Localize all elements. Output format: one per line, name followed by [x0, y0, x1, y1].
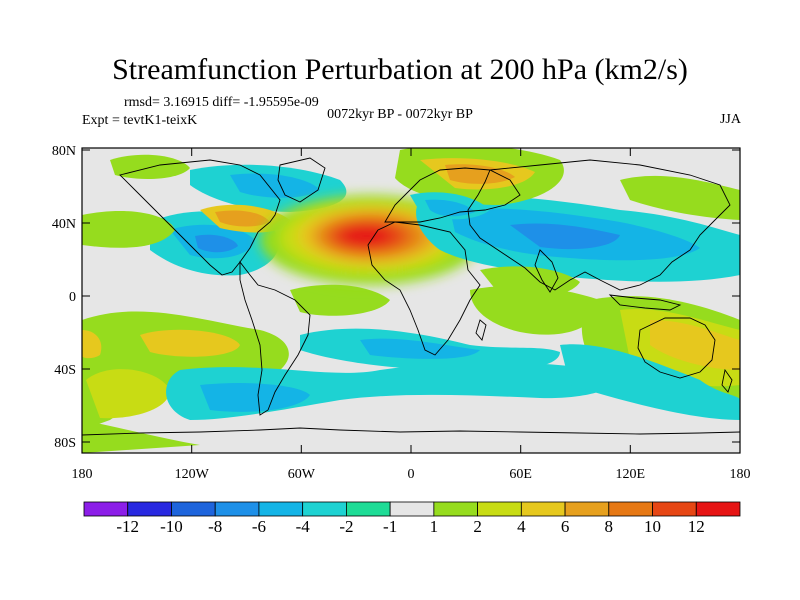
lon-tick-label: 180 [730, 467, 751, 482]
lat-tick-label: 80N [52, 144, 76, 159]
contour-dateline-orange [82, 330, 102, 359]
lon-tick-label: 120W [175, 467, 210, 482]
coast-indonesia [608, 294, 682, 311]
contour-asia-negative-3 [510, 223, 620, 250]
coast-new-zealand [721, 368, 733, 393]
colorbar-label: -2 [339, 517, 353, 536]
colorbar-label: 12 [688, 517, 705, 536]
contour-indian-positive [470, 285, 600, 335]
coast-south-america [239, 260, 311, 416]
lon-tick-label: 120E [616, 467, 646, 482]
colorbar-swatch [345, 501, 391, 517]
contour-east-sh-negative [560, 344, 740, 420]
lon-tick-label: 0 [408, 467, 415, 482]
lat-ticks [82, 149, 740, 443]
colorbar-swatch [258, 501, 304, 517]
colorbar-label: -4 [296, 517, 311, 536]
contour-na-east-orange [215, 210, 270, 227]
colorbar-label: 1 [430, 517, 439, 536]
coast-africa [367, 221, 481, 356]
colorbar-swatch [214, 501, 260, 517]
colorbar-swatch [608, 501, 653, 517]
lon-ticks [81, 148, 741, 453]
lon-tick-label: 60E [509, 467, 532, 482]
colorbar-label: 8 [605, 517, 614, 536]
colorbar-swatch [302, 501, 347, 517]
contour-pacific-positive [82, 210, 175, 248]
contour-sa-positive [290, 284, 390, 316]
lon-tick-label: 180 [72, 467, 93, 482]
colorbar-swatch [695, 501, 741, 517]
lat-tick-label: 40N [52, 217, 76, 232]
coastlines [82, 157, 740, 436]
colorbar-swatch [520, 501, 566, 517]
contour-field [82, 148, 740, 453]
contour-pacific-negative-3 [195, 234, 238, 253]
colorbar-label: -1 [383, 517, 397, 536]
lon-tick-label: 60W [288, 467, 316, 482]
colorbar-label: 10 [644, 517, 661, 536]
colorbar [83, 501, 741, 517]
coast-antarctica [82, 427, 740, 436]
colorbar-label: 4 [517, 517, 526, 536]
colorbar-label: -12 [116, 517, 139, 536]
lon-tick-labels: 180 120W 60W 0 60E 120E 180 [72, 467, 751, 482]
coast-north-america [119, 159, 281, 276]
period-label: 0072kyr BP - 0072kyr BP [327, 107, 473, 122]
colorbar-label: 2 [473, 517, 482, 536]
contour-east-asia-positive [620, 175, 740, 220]
colorbar-labels: -12 -10 -8 -6 -4 -2 -1 1 2 4 6 8 10 12 [116, 517, 704, 536]
lat-tick-label: 80S [54, 436, 76, 451]
experiment-label: Expt = tevtK1-teixK [82, 113, 198, 128]
colorbar-swatch [433, 501, 479, 517]
colorbar-swatch [564, 501, 610, 517]
colorbar-swatch [171, 501, 216, 517]
colorbar-swatch [652, 501, 697, 517]
lat-tick-labels: 80N 40N 0 40S 80S [52, 144, 76, 451]
contour-arctic-negative-2 [230, 173, 320, 198]
coast-madagascar [475, 319, 487, 341]
contour-sh-far-south [82, 420, 200, 453]
colorbar-swatch [83, 501, 129, 517]
colorbar-swatch [127, 501, 172, 517]
coast-india [534, 249, 559, 293]
colorbar-label: 6 [561, 517, 570, 536]
colorbar-swatch [389, 501, 435, 517]
contour-australia-orange [650, 320, 740, 370]
colorbar-label: -6 [252, 517, 266, 536]
colorbar-swatch [477, 501, 522, 517]
coast-asia [467, 159, 731, 291]
contour-so-negative-2 [200, 383, 310, 412]
contour-so-atlantic-2 [360, 338, 480, 359]
chart-title: Streamfunction Perturbation at 200 hPa (… [112, 53, 688, 86]
colorbar-label: -10 [160, 517, 183, 536]
coast-europe [384, 167, 521, 223]
contour-sh-pacific-yellow [86, 369, 170, 419]
lat-tick-label: 40S [54, 363, 76, 378]
coast-greenland [277, 157, 326, 203]
colorbar-label: -8 [208, 517, 222, 536]
rmsd-label: rmsd= 3.16915 diff= -1.95595e-09 [124, 95, 319, 110]
contour-sh-pacific-orange [140, 329, 240, 357]
season-label: JJA [719, 112, 741, 127]
lat-tick-label: 0 [69, 290, 76, 305]
coast-australia [637, 317, 716, 379]
